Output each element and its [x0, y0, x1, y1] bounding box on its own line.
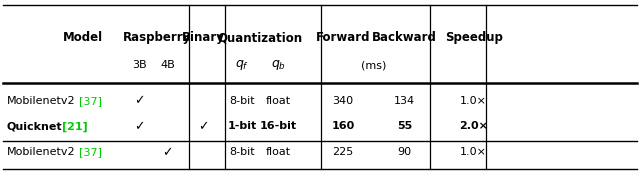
Text: 1.0×: 1.0× — [460, 96, 487, 106]
Text: 3B: 3B — [132, 60, 147, 70]
Text: 1-bit: 1-bit — [227, 121, 257, 131]
Text: 160: 160 — [332, 121, 355, 131]
Text: 225: 225 — [332, 147, 354, 157]
Text: 8-bit: 8-bit — [229, 147, 255, 157]
Text: 134: 134 — [394, 96, 415, 106]
Text: ✓: ✓ — [134, 120, 145, 133]
Text: Backward: Backward — [372, 31, 437, 44]
Text: 90: 90 — [397, 147, 412, 157]
Text: Mobilenetv2: Mobilenetv2 — [6, 96, 75, 106]
Text: [37]: [37] — [79, 96, 102, 106]
Text: Quantization: Quantization — [218, 31, 303, 44]
Text: Mobilenetv2: Mobilenetv2 — [6, 147, 75, 157]
Text: Quicknet: Quicknet — [6, 121, 62, 131]
Text: 2.0×: 2.0× — [459, 121, 488, 131]
Text: 340: 340 — [332, 96, 354, 106]
Text: 1.0×: 1.0× — [460, 147, 487, 157]
Text: 55: 55 — [397, 121, 412, 131]
Text: 4B: 4B — [160, 60, 175, 70]
Text: float: float — [266, 147, 291, 157]
Text: $q_b$: $q_b$ — [271, 58, 286, 72]
Text: 16-bit: 16-bit — [260, 121, 297, 131]
Text: Speedup: Speedup — [445, 31, 502, 44]
Text: ✓: ✓ — [163, 146, 173, 159]
Text: Forward: Forward — [316, 31, 371, 44]
Text: [21]: [21] — [62, 121, 88, 132]
Text: Binary: Binary — [182, 31, 225, 44]
Text: Raspberry: Raspberry — [123, 31, 191, 44]
Text: ✓: ✓ — [198, 120, 209, 133]
Text: Model: Model — [63, 31, 103, 44]
Text: ✓: ✓ — [134, 94, 145, 107]
Text: (ms): (ms) — [361, 60, 387, 70]
Text: 8-bit: 8-bit — [229, 96, 255, 106]
Text: [37]: [37] — [79, 147, 102, 157]
Text: $q_f$: $q_f$ — [235, 58, 249, 72]
Text: float: float — [266, 96, 291, 106]
